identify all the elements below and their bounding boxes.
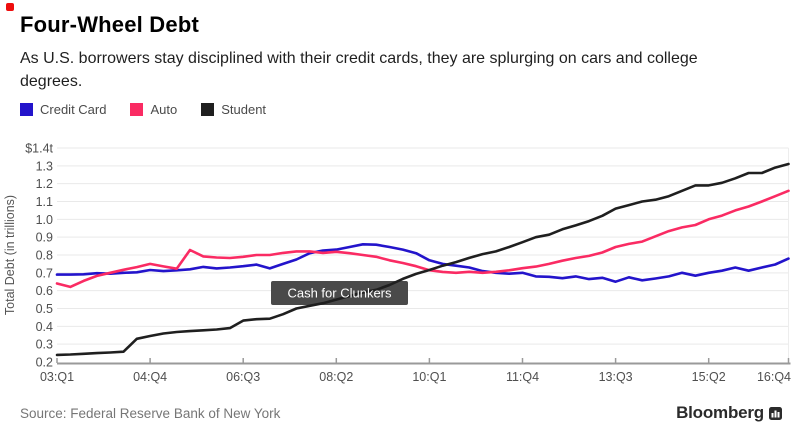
legend: Credit Card Auto Student: [20, 102, 290, 117]
x-tick-label: 06:Q3: [226, 370, 260, 384]
legend-label: Student: [221, 102, 267, 117]
y-axis-title: Total Debt (in trillions): [3, 195, 17, 315]
legend-label: Credit Card: [40, 102, 107, 117]
legend-item-credit-card: Credit Card: [20, 102, 106, 117]
chart-title: Four-Wheel Debt: [20, 12, 199, 37]
y-tick-label: 0.8: [36, 249, 53, 263]
legend-swatch-icon: [201, 103, 215, 116]
bloomberg-logo[interactable]: Bloomberg: [676, 403, 782, 423]
y-tick-label: $1.4t: [25, 142, 53, 156]
bloomberg-terminal-icon: [769, 406, 782, 420]
y-tick-label: 0.3: [36, 338, 53, 352]
x-tick-label: 13:Q3: [599, 370, 633, 384]
y-tick-label: 0.7: [36, 266, 53, 280]
x-tick-label: 10:Q1: [412, 370, 446, 384]
series-line-auto: [55, 189, 790, 289]
y-tick-label: 1.2: [36, 177, 53, 191]
x-tick-label: 11:Q4: [506, 370, 539, 384]
bloomberg-wordmark: Bloomberg: [676, 403, 764, 422]
y-tick-label: 0.2: [36, 356, 53, 370]
y-tick-label: 1.0: [36, 213, 53, 227]
series-line-student: [55, 162, 790, 357]
chart-subtitle: As U.S. borrowers stay disciplined with …: [20, 50, 698, 90]
legend-item-student: Student: [201, 102, 266, 117]
y-tick-label: 0.5: [36, 302, 53, 316]
x-tick-label: 03:Q1: [40, 370, 74, 384]
y-tick-label: 1.1: [36, 195, 53, 209]
red-dot-indicator: [6, 3, 14, 11]
y-tick-label: 0.4: [36, 320, 53, 334]
x-tick-label: 08:Q2: [319, 370, 353, 384]
source-note: Source: Federal Reserve Bank of New York: [20, 406, 281, 421]
legend-item-auto: Auto: [130, 102, 177, 117]
y-tick-label: 1.3: [36, 159, 53, 173]
x-tick-label: 04:Q4: [133, 370, 167, 384]
y-tick-label: 0.6: [36, 284, 53, 298]
x-tick-label: 15:Q2: [692, 370, 726, 384]
series-line-credit-card: [55, 243, 790, 283]
legend-label: Auto: [150, 102, 178, 117]
legend-swatch-icon: [130, 103, 144, 116]
tooltip-label: Cash for Clunkers: [287, 286, 392, 301]
debt-chart[interactable]: 03:Q1 04:Q4 06:Q3 08:Q2 10:Q1 11:Q4 13:Q3 15:Q2…: [0, 138, 800, 390]
tooltip-box: [271, 281, 408, 305]
x-tick-label: 16:Q4: [757, 370, 791, 384]
y-tick-label: 0.9: [36, 231, 53, 245]
legend-swatch-icon: [20, 103, 33, 116]
